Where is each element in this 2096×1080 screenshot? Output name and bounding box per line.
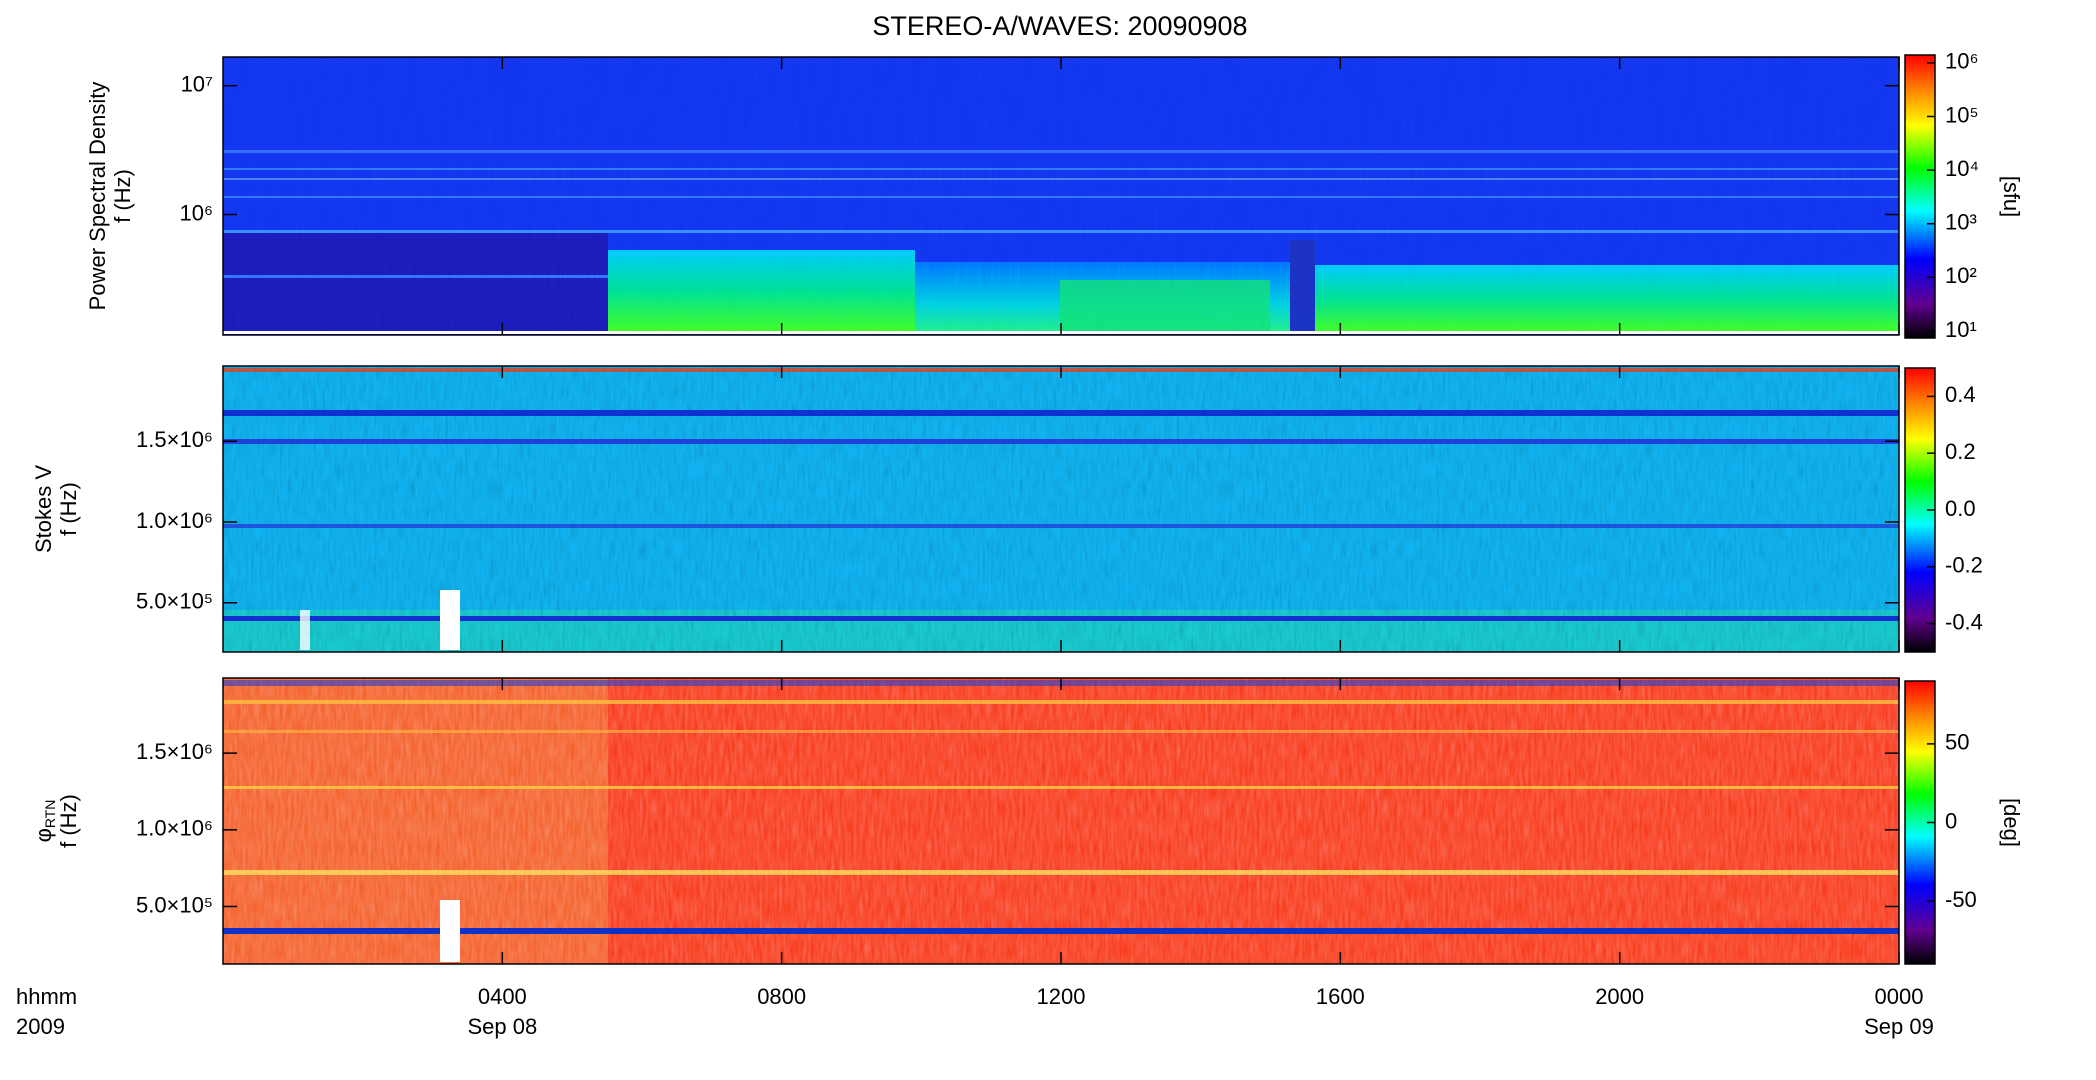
colorbar-tick-label: 0.2 bbox=[1945, 439, 1976, 464]
y-label: φRTN bbox=[31, 800, 58, 843]
x-tick-label: 0400 bbox=[478, 984, 527, 1009]
colorbar bbox=[1904, 54, 1936, 339]
colorbar-tick-label: 10² bbox=[1945, 263, 1977, 288]
colorbar-tick-label: 10⁶ bbox=[1945, 49, 1979, 74]
y-label-2: f (Hz) bbox=[56, 794, 81, 848]
colorbar-tick-label: -0.4 bbox=[1945, 609, 1983, 634]
y-label-text: Power Spectral Density bbox=[85, 82, 110, 311]
colorbar-tick-label: -50 bbox=[1945, 887, 1977, 912]
y-tick-label: 5.0×10⁵ bbox=[136, 892, 213, 917]
y-label: Power Spectral Density bbox=[85, 82, 110, 311]
colorbar-tick-label: 0.4 bbox=[1945, 382, 1976, 407]
colorbar-label: [sfu] bbox=[1999, 176, 2024, 218]
date-label: Sep 08 bbox=[467, 1014, 537, 1039]
y-label-2: f (Hz) bbox=[110, 169, 135, 223]
psd-image bbox=[223, 57, 1899, 335]
colorbar-tick-label: 10⁵ bbox=[1945, 102, 1979, 127]
y-tick-label: 1.0×10⁶ bbox=[136, 816, 213, 841]
year-label: 2009 bbox=[16, 1014, 65, 1039]
colorbar-label: [deg] bbox=[1999, 798, 2024, 847]
y-tick-label: 10⁶ bbox=[179, 200, 213, 225]
y-tick-label: 5.0×10⁵ bbox=[136, 589, 213, 614]
x-tick-label: 2000 bbox=[1595, 984, 1644, 1009]
y-label-sub: RTN bbox=[42, 800, 58, 829]
x-tick-label: 1200 bbox=[1037, 984, 1086, 1009]
colorbar-tick-label: 10¹ bbox=[1945, 317, 1977, 342]
colorbar-tick-label: 50 bbox=[1945, 730, 1969, 755]
colorbar-tick-label: 0 bbox=[1945, 808, 1957, 833]
x-tick-label: 0800 bbox=[757, 984, 806, 1009]
y-label: Stokes V bbox=[31, 465, 56, 553]
y-label-text: φ bbox=[31, 828, 56, 842]
colorbar-tick-label: 0.0 bbox=[1945, 496, 1976, 521]
chart-title: STEREO-A/WAVES: 20090908 bbox=[872, 11, 1247, 41]
y-tick-label: 1.0×10⁶ bbox=[136, 508, 213, 533]
time-label: hhmm bbox=[16, 984, 77, 1009]
phi-image bbox=[223, 678, 1899, 964]
colorbar-tick-label: 10⁴ bbox=[1945, 156, 1979, 181]
y-tick-label: 10⁷ bbox=[181, 72, 213, 97]
stokes-image bbox=[223, 366, 1899, 652]
y-label-2: f (Hz) bbox=[56, 482, 81, 536]
x-tick-label: 1600 bbox=[1316, 984, 1365, 1009]
colorbar-tick-label: -0.2 bbox=[1945, 553, 1983, 578]
date-label: Sep 09 bbox=[1864, 1014, 1934, 1039]
y-label-text: Stokes V bbox=[31, 465, 56, 553]
colorbar-tick-label: 10³ bbox=[1945, 210, 1977, 235]
x-tick-label: 0000 bbox=[1875, 984, 1924, 1009]
y-tick-label: 1.5×10⁶ bbox=[136, 739, 213, 764]
y-tick-label: 1.5×10⁶ bbox=[136, 427, 213, 452]
